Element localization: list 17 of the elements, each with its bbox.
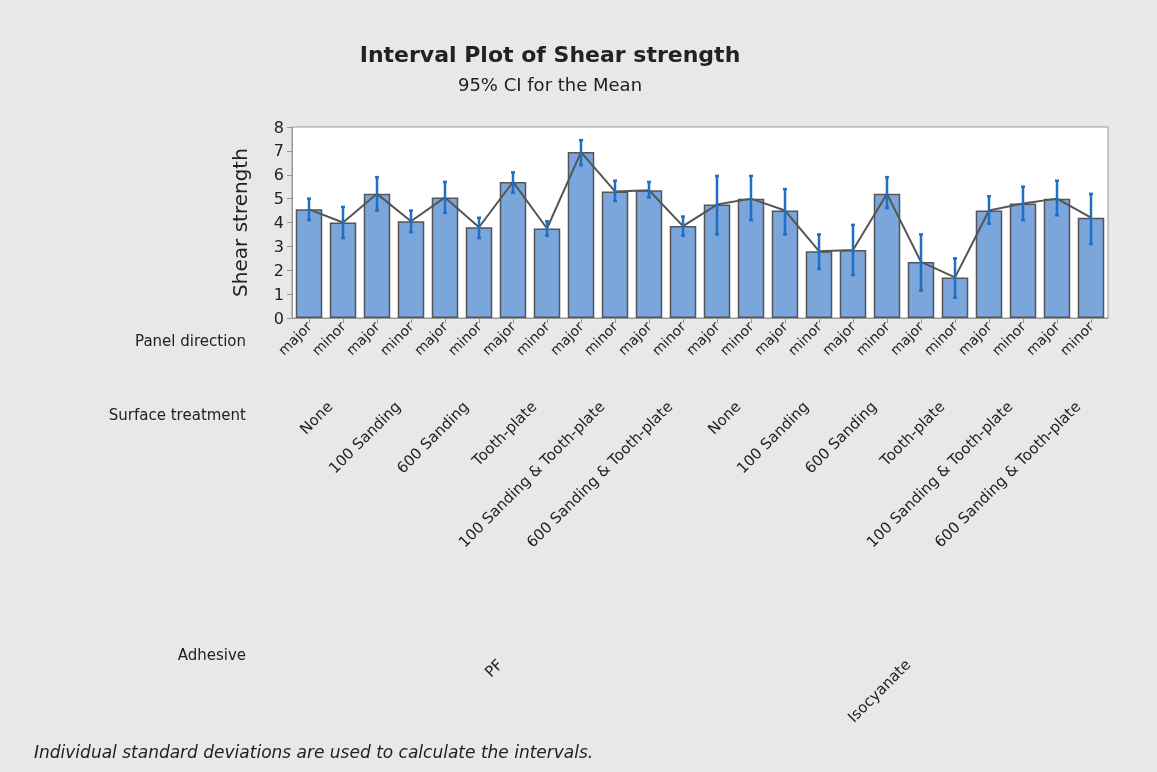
y-tick-label: 2 — [273, 260, 284, 280]
y-tick-label: 1 — [273, 284, 284, 304]
text: Adhesive — [177, 646, 246, 664]
y-axis-title: Shear strength — [228, 148, 252, 297]
text: Individual standard deviations are used to calculate the intervals. — [34, 742, 594, 762]
chart-title: Interval Plot of Shear strength — [359, 41, 741, 67]
y-tick-label: 5 — [273, 189, 284, 209]
y-tick-label: 6 — [273, 165, 284, 185]
y-tick-label: 7 — [273, 141, 284, 161]
chart-subtitle: 95% CI for the Mean — [457, 73, 643, 95]
y-tick-label: 0 — [273, 308, 284, 328]
text: Surface treatment — [108, 406, 247, 424]
text: PF — [481, 655, 507, 681]
text: Panel direction — [135, 332, 246, 350]
y-tick-label: 8 — [273, 117, 284, 137]
y-tick-label: 3 — [273, 236, 284, 256]
y-tick-label: 4 — [273, 213, 284, 232]
